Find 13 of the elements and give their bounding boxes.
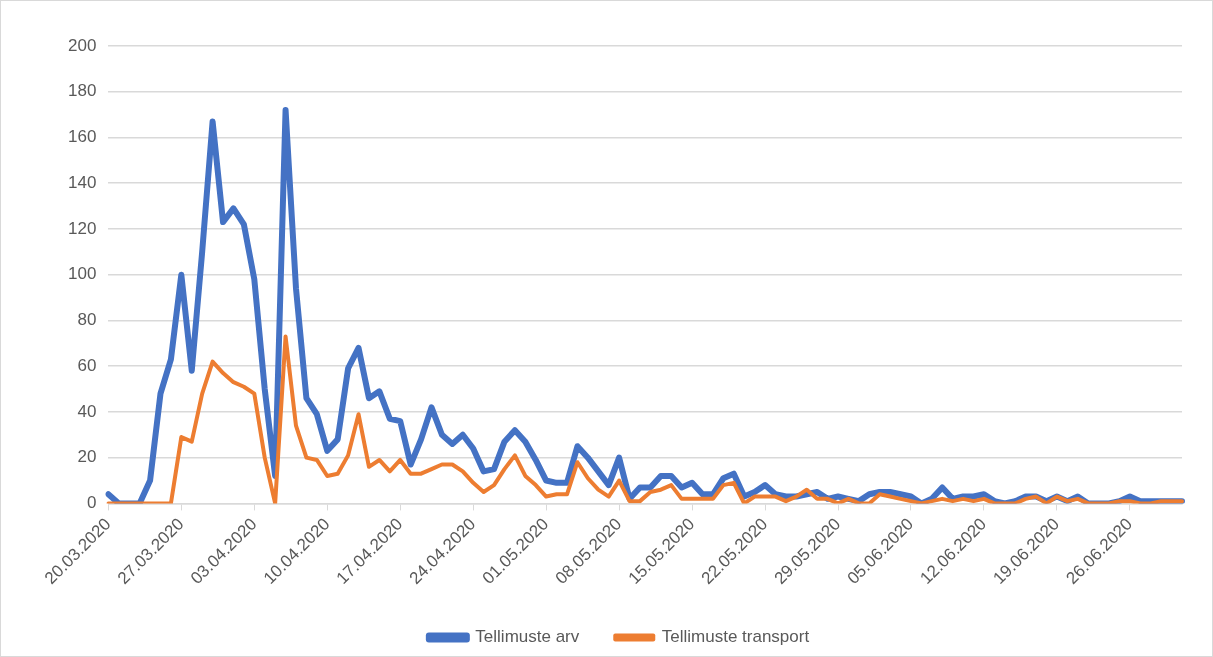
y-tick-label: 80 [77, 310, 97, 330]
y-tick-label: 180 [67, 81, 97, 101]
y-tick-label: 200 [67, 35, 97, 55]
legend-label: Tellimuste transport [661, 627, 810, 647]
y-tick-label: 120 [67, 218, 97, 238]
y-tick-label: 40 [77, 401, 97, 421]
y-tick-label: 20 [77, 447, 97, 467]
y-tick-label: 60 [77, 355, 97, 375]
y-tick-label: 160 [67, 127, 97, 147]
y-tick-label: 140 [67, 172, 97, 192]
legend-label: Tellimuste arv [475, 627, 580, 647]
y-tick-label: 0 [86, 493, 97, 513]
y-tick-label: 100 [67, 264, 97, 284]
